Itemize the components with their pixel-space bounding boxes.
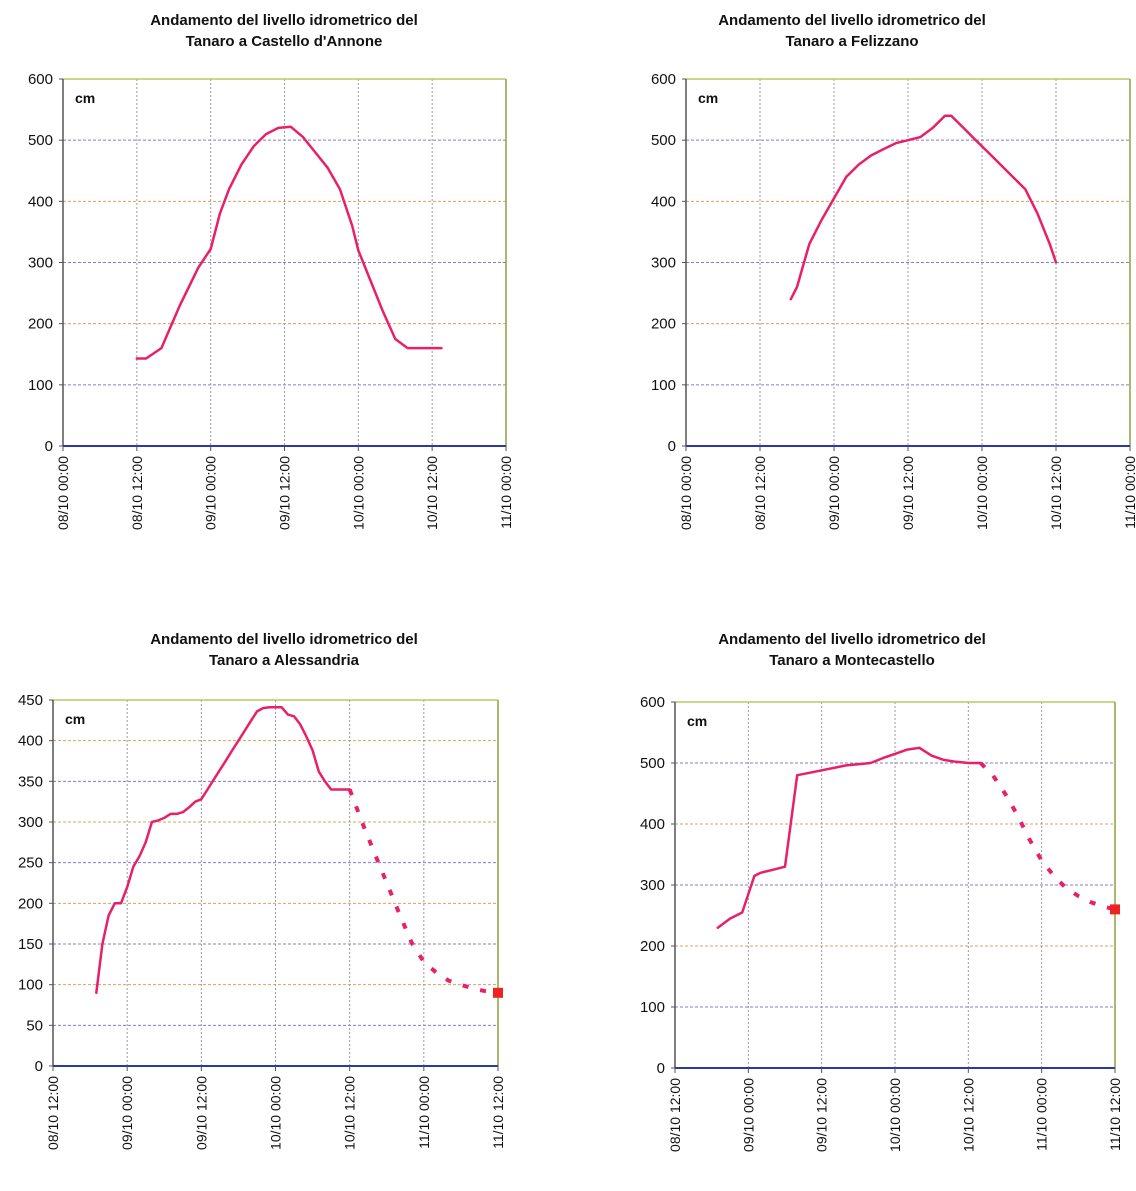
x-tick-label: 08/10 00:00 <box>678 456 694 530</box>
y-tick-label: 200 <box>640 938 665 955</box>
y-tick-label: 0 <box>45 438 53 455</box>
y-tick-label: 300 <box>651 255 676 272</box>
x-tick-label: 08/10 12:00 <box>752 456 768 530</box>
x-tick-label: 10/10 00:00 <box>887 1078 903 1152</box>
y-tick-label: 400 <box>28 193 53 210</box>
y-tick-label: 100 <box>651 377 676 394</box>
x-tick-label: 09/10 00:00 <box>203 456 219 530</box>
x-tick-label: 09/10 12:00 <box>900 456 916 530</box>
y-tick-label: 500 <box>640 755 665 772</box>
x-tick-label: 11/10 00:00 <box>416 1076 432 1149</box>
y-tick-label: 200 <box>28 316 53 333</box>
y-tick-label: 0 <box>668 438 676 455</box>
x-tick-label: 10/10 00:00 <box>268 1076 284 1150</box>
unit-label: cm <box>687 713 707 729</box>
y-tick-label: 300 <box>28 255 53 272</box>
chart-panel-alessandria: Andamento del livello idrometrico del Ta… <box>0 595 568 1191</box>
y-tick-label: 500 <box>651 132 676 149</box>
y-tick-label: 0 <box>657 1060 665 1077</box>
x-tick-label: 11/10 00:00 <box>498 456 514 529</box>
end-marker <box>493 988 503 998</box>
x-tick-label: 08/10 12:00 <box>45 1076 61 1150</box>
unit-label: cm <box>75 90 95 106</box>
chart-svg: 0 100 200 300 400 500 600 08/10 00:00 08/10 12:0… <box>0 0 568 595</box>
y-tick-label: 600 <box>640 694 665 711</box>
y-tick-label: 100 <box>640 999 665 1016</box>
series-line <box>96 707 349 993</box>
y-tick-label: 150 <box>18 936 43 953</box>
y-tick-label: 100 <box>28 377 53 394</box>
chart-svg: 0 50 100 150 200 250 300 350 400 450 08/10 12:00 09… <box>0 595 568 1191</box>
series-line <box>718 748 981 928</box>
y-tick-label: 350 <box>18 773 43 790</box>
x-tick-label: 10/10 12:00 <box>424 456 440 530</box>
y-tick-label: 400 <box>18 733 43 750</box>
y-tick-label: 50 <box>26 1017 43 1034</box>
x-tick-label: 09/10 12:00 <box>277 456 293 530</box>
y-tick-label: 250 <box>18 855 43 872</box>
x-tick-label: 08/10 12:00 <box>129 456 145 530</box>
x-tick-label: 11/10 12:00 <box>1107 1078 1123 1151</box>
x-tick-label: 09/10 00:00 <box>119 1076 135 1150</box>
unit-label: cm <box>698 90 718 106</box>
x-tick-label: 09/10 12:00 <box>814 1078 830 1152</box>
y-tick-label: 100 <box>18 977 43 994</box>
end-marker <box>1110 904 1120 914</box>
x-tick-label: 11/10 12:00 <box>490 1076 506 1149</box>
y-tick-label: 200 <box>18 895 43 912</box>
y-tick-label: 400 <box>651 193 676 210</box>
chart-panel-castello-dannone: Andamento del livello idrometrico del Ta… <box>0 0 568 595</box>
y-tick-label: 450 <box>18 692 43 709</box>
x-tick-label: 10/10 00:00 <box>350 456 366 530</box>
chart-panel-montecastello: Andamento del livello idrometrico del Ta… <box>568 595 1136 1191</box>
chart-svg: 0 100 200 300 400 500 600 08/10 00:00 08/10 12:0… <box>568 0 1136 595</box>
x-tick-label: 08/10 12:00 <box>667 1078 683 1152</box>
unit-label: cm <box>65 711 85 727</box>
y-tick-label: 200 <box>651 316 676 333</box>
x-tick-label: 09/10 00:00 <box>740 1078 756 1152</box>
series-line-forecast <box>350 790 498 993</box>
series-line <box>791 116 1056 300</box>
y-tick-label: 400 <box>640 816 665 833</box>
x-tick-label: 11/10 00:00 <box>1034 1078 1050 1151</box>
y-tick-label: 300 <box>640 877 665 894</box>
y-tick-label: 0 <box>35 1058 43 1075</box>
chart-svg: 0 100 200 300 400 500 600 08/10 12:00 09/10 00:0… <box>568 595 1136 1191</box>
x-tick-label: 10/10 12:00 <box>342 1076 358 1150</box>
x-tick-label: 10/10 00:00 <box>974 456 990 530</box>
y-tick-label: 500 <box>28 132 53 149</box>
chart-panel-felizzano: Andamento del livello idrometrico del Ta… <box>568 0 1136 595</box>
x-tick-label: 11/10 00:00 <box>1122 456 1136 529</box>
y-tick-label: 300 <box>18 814 43 831</box>
x-tick-label: 10/10 12:00 <box>960 1078 976 1152</box>
series-line-forecast <box>981 763 1115 909</box>
y-tick-label: 600 <box>651 71 676 88</box>
y-tick-label: 600 <box>28 71 53 88</box>
x-tick-label: 09/10 12:00 <box>193 1076 209 1150</box>
x-tick-label: 09/10 00:00 <box>826 456 842 530</box>
x-tick-label: 10/10 12:00 <box>1048 456 1064 530</box>
x-tick-label: 08/10 00:00 <box>55 456 71 530</box>
